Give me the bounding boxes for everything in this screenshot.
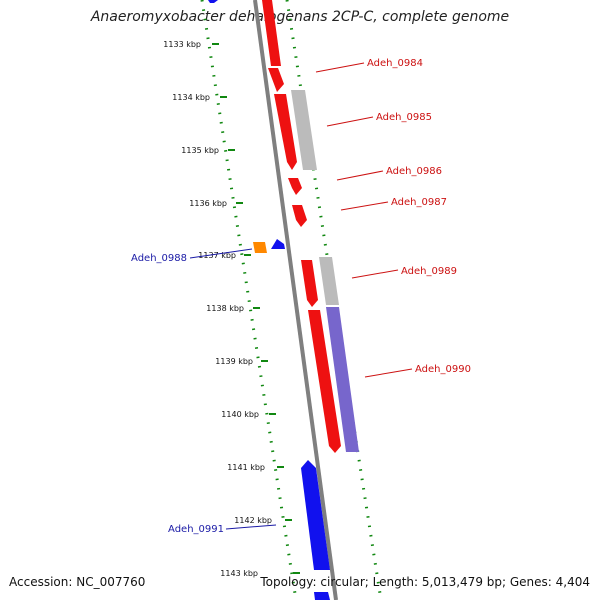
gene-label[interactable]: Adeh_0991 — [168, 524, 224, 535]
tick-label: 1137 kbp — [198, 251, 236, 260]
tick-label: 1136 kbp — [189, 199, 227, 208]
gene-feature[interactable] — [271, 239, 285, 249]
gene-label[interactable]: Adeh_0987 — [391, 197, 447, 208]
tick-label: 1141 kbp — [227, 463, 265, 472]
gene-label[interactable]: Adeh_0986 — [386, 166, 442, 177]
leader-line — [189, 248, 253, 259]
label-leaders — [189, 62, 413, 530]
forward-genes — [262, 0, 341, 453]
tick-label: 1140 kbp — [221, 410, 259, 419]
gene-feature[interactable] — [308, 310, 341, 453]
gene-label[interactable]: Adeh_0984 — [367, 58, 423, 69]
genome-title: Anaeromyxobacter dehalogenans 2CP-C, com… — [90, 9, 510, 25]
gene-feature[interactable] — [268, 68, 284, 92]
leader-line — [364, 368, 413, 378]
genome-summary-text: Topology: circular; Length: 5,013,479 bp… — [260, 575, 590, 589]
leader-line — [326, 116, 374, 127]
genome-backbone — [253, 0, 338, 600]
gene-feature[interactable] — [208, 0, 218, 3]
gene-feature[interactable] — [301, 260, 318, 307]
gene-label[interactable]: Adeh_0985 — [376, 112, 432, 123]
leader-line — [340, 201, 389, 211]
leader-line — [351, 269, 399, 279]
gray-feature[interactable] — [319, 257, 339, 305]
purple-feature[interactable] — [326, 307, 359, 452]
gene-label[interactable]: Adeh_0990 — [415, 364, 471, 375]
gene-labels: Adeh_0984 Adeh_0985 Adeh_0986 Adeh_0987 … — [131, 58, 471, 535]
gene-feature[interactable] — [314, 592, 330, 600]
gene-feature[interactable] — [288, 178, 302, 195]
gene-feature[interactable] — [301, 460, 330, 570]
tick-label: 1142 kbp — [234, 516, 272, 525]
leader-line — [336, 170, 384, 181]
accession-text: Accession: NC_007760 — [9, 575, 146, 589]
gene-feature[interactable] — [292, 205, 307, 227]
inner-dotted-track — [200, 0, 298, 600]
gene-label[interactable]: Adeh_0988 — [131, 253, 187, 264]
gene-label[interactable]: Adeh_0989 — [401, 266, 457, 277]
tick-label: 1139 kbp — [215, 357, 253, 366]
leader-line — [225, 524, 277, 530]
orange-feature[interactable] — [253, 242, 267, 253]
gene-feature[interactable] — [274, 94, 297, 170]
tick-label: 1143 kbp — [220, 569, 258, 578]
scale-ticks: 1133 kbp 1134 kbp 1135 kbp 1136 kbp 1137… — [163, 40, 300, 578]
reverse-genes — [208, 0, 330, 600]
tick-label: 1135 kbp — [181, 146, 219, 155]
gray-features — [291, 90, 339, 305]
tick-label: 1133 kbp — [163, 40, 201, 49]
gray-feature[interactable] — [291, 90, 317, 170]
tick-label: 1134 kbp — [172, 93, 210, 102]
gene-feature[interactable] — [262, 0, 281, 66]
leader-line — [315, 62, 365, 73]
tick-label: 1138 kbp — [206, 304, 244, 313]
